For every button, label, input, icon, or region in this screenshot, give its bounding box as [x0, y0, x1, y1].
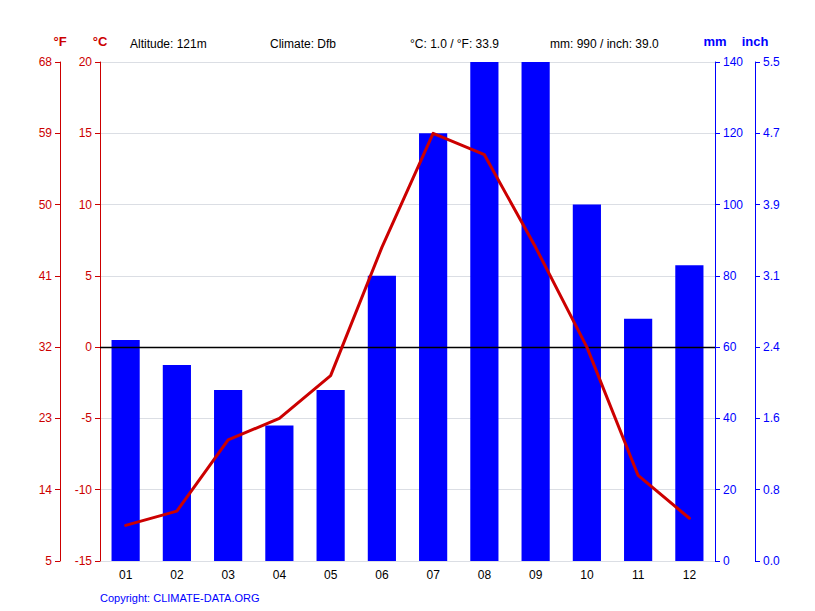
svg-text:-5: -5: [81, 411, 92, 425]
svg-text:01: 01: [119, 568, 133, 582]
svg-text:inch: inch: [742, 34, 769, 49]
svg-text:120: 120: [723, 126, 743, 140]
svg-text:100: 100: [723, 198, 743, 212]
svg-text:0: 0: [723, 554, 730, 568]
svg-text:°C: °C: [93, 34, 108, 49]
svg-text:0.0: 0.0: [763, 554, 780, 568]
svg-text:59: 59: [39, 126, 53, 140]
svg-text:°C: 1.0 / °F: 33.9: °C: 1.0 / °F: 33.9: [410, 37, 499, 51]
svg-text:°F: °F: [53, 34, 66, 49]
svg-text:4.7: 4.7: [763, 126, 780, 140]
svg-text:5.5: 5.5: [763, 55, 780, 69]
svg-text:mm: 990 / inch: 39.0: mm: 990 / inch: 39.0: [550, 37, 659, 51]
svg-text:41: 41: [39, 269, 53, 283]
svg-text:10: 10: [580, 568, 594, 582]
svg-text:1.6: 1.6: [763, 411, 780, 425]
svg-text:09: 09: [529, 568, 543, 582]
svg-text:5: 5: [45, 554, 52, 568]
svg-text:80: 80: [723, 269, 737, 283]
svg-text:0.8: 0.8: [763, 483, 780, 497]
svg-text:3.1: 3.1: [763, 269, 780, 283]
svg-text:10: 10: [79, 198, 93, 212]
svg-text:0: 0: [85, 340, 92, 354]
svg-text:14: 14: [39, 483, 53, 497]
svg-text:Climate: Dfb: Climate: Dfb: [270, 37, 336, 51]
svg-text:20: 20: [723, 483, 737, 497]
svg-text:Altitude: 121m: Altitude: 121m: [130, 37, 207, 51]
svg-text:06: 06: [375, 568, 389, 582]
svg-text:3.9: 3.9: [763, 198, 780, 212]
svg-text:03: 03: [221, 568, 235, 582]
svg-text:Copyright: CLIMATE-DATA.ORG: Copyright: CLIMATE-DATA.ORG: [100, 592, 260, 604]
svg-text:68: 68: [39, 55, 53, 69]
svg-text:140: 140: [723, 55, 743, 69]
svg-text:23: 23: [39, 411, 53, 425]
svg-text:15: 15: [79, 126, 93, 140]
svg-text:mm: mm: [703, 34, 726, 49]
svg-text:02: 02: [170, 568, 184, 582]
svg-text:05: 05: [324, 568, 338, 582]
svg-text:-15: -15: [75, 554, 93, 568]
svg-text:20: 20: [79, 55, 93, 69]
svg-text:-10: -10: [75, 483, 93, 497]
svg-text:04: 04: [273, 568, 287, 582]
svg-text:07: 07: [426, 568, 440, 582]
svg-text:11: 11: [632, 568, 645, 582]
svg-text:60: 60: [723, 340, 737, 354]
svg-text:08: 08: [478, 568, 492, 582]
svg-text:50: 50: [39, 198, 53, 212]
svg-text:5: 5: [85, 269, 92, 283]
svg-text:32: 32: [39, 340, 53, 354]
svg-text:40: 40: [723, 411, 737, 425]
svg-text:2.4: 2.4: [763, 340, 780, 354]
svg-text:12: 12: [683, 568, 697, 582]
